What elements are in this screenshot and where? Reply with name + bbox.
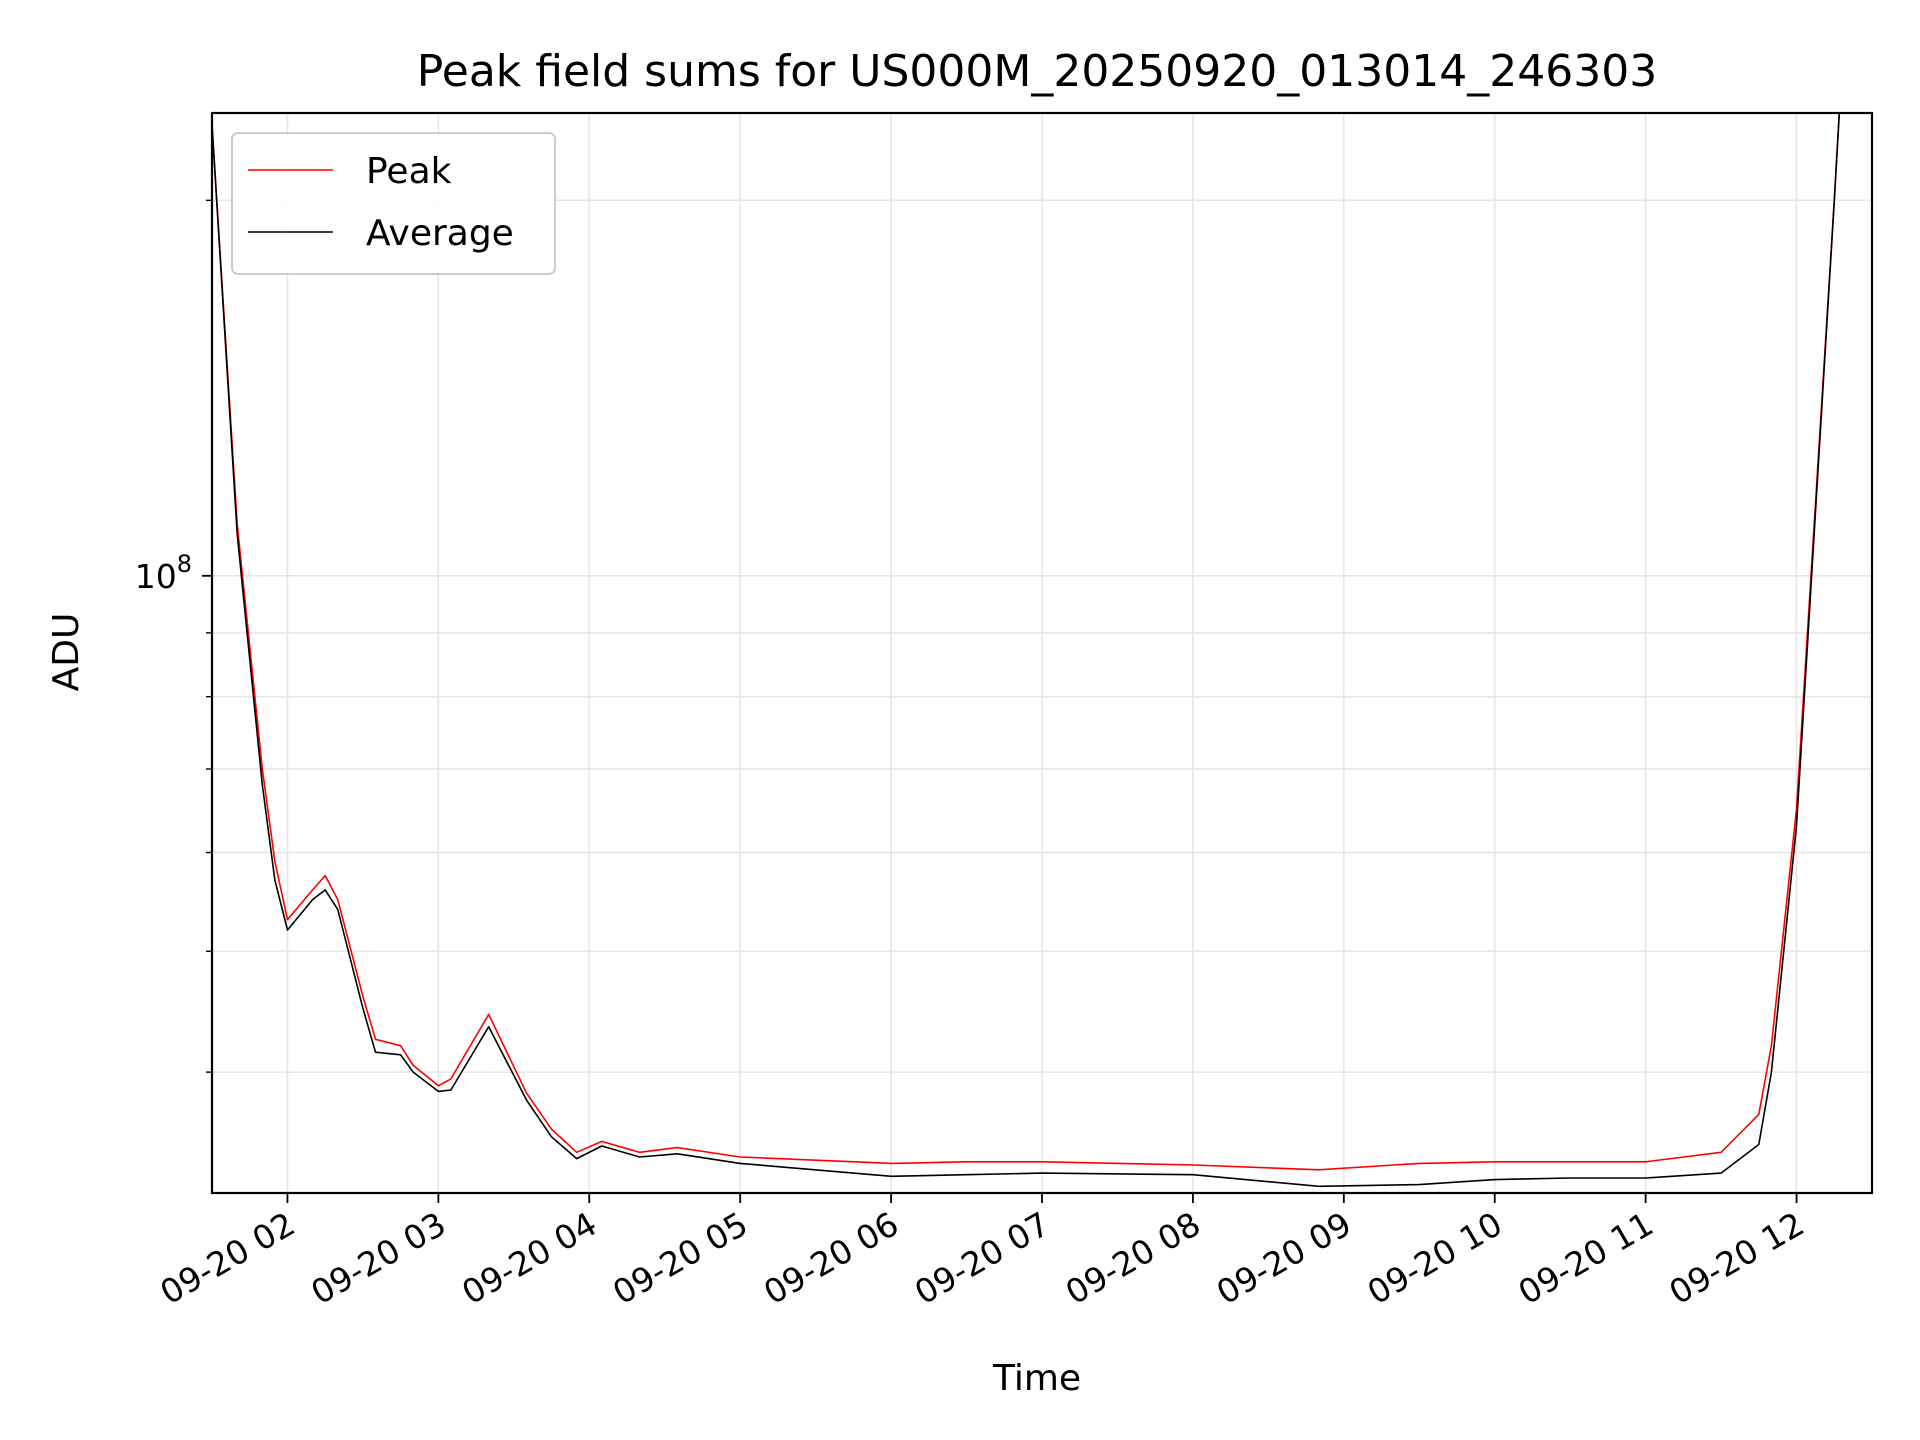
grid [212,113,1872,1193]
legend-box [231,132,556,275]
x-axis-label: Time [992,1358,1081,1399]
y-axis-label: ADU [46,613,87,692]
series-line-average [212,113,1841,1188]
series-layer [212,113,1841,1188]
legend: Peak Average [231,132,556,275]
series-line-peak [212,113,1841,1171]
legend-label-average: Average [366,213,514,254]
legend-label-peak: Peak [366,151,452,192]
y-tick-label: 108 [135,550,192,596]
chart-title: Peak field sums for US000M_20250920_0130… [417,46,1657,97]
